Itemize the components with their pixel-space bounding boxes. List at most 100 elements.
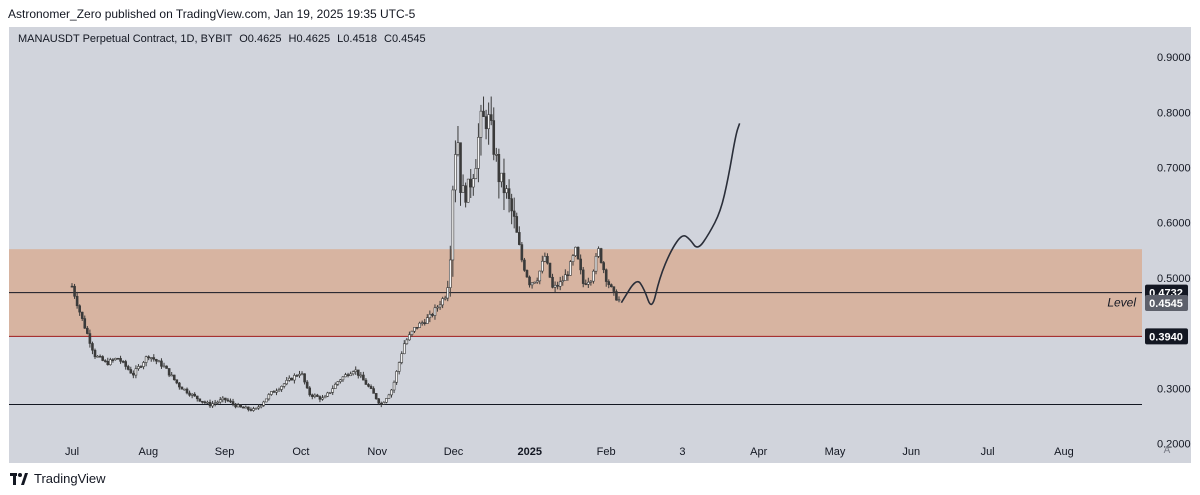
symbol-info: MANAUSDT Perpetual Contract, 1D, BYBIT O… — [18, 33, 426, 45]
candle-body-167 — [497, 154, 501, 183]
candle-body-101 — [328, 391, 332, 394]
ohlc-close: C0.4545 — [384, 33, 426, 45]
candle-body-74 — [259, 405, 263, 408]
candle-body-43 — [180, 386, 184, 390]
candle-body-170 — [505, 188, 508, 194]
candle-body-83 — [282, 383, 286, 387]
candle-body-28 — [142, 362, 145, 367]
candle-body-107 — [344, 374, 347, 378]
candle-body-39 — [170, 374, 173, 377]
candle-body-88 — [295, 375, 299, 377]
candle-body-105 — [339, 379, 342, 382]
candle-body-46 — [188, 392, 191, 396]
candle-body-91 — [303, 373, 306, 383]
candle-body-44 — [183, 388, 186, 391]
candle-body-25 — [134, 368, 138, 376]
candle-body-2 — [75, 295, 79, 307]
candle-body-161 — [482, 110, 485, 117]
candle-body-7 — [88, 333, 92, 344]
candle-body-141 — [431, 314, 434, 316]
x-tick-label-7: Feb — [597, 446, 616, 458]
candle-body-159 — [477, 137, 480, 169]
candle-body-193 — [564, 274, 567, 281]
x-tick-label-9: Apr — [750, 446, 767, 458]
candle-body-147 — [446, 287, 450, 299]
candle-body-60 — [224, 397, 227, 401]
candle-body-93 — [308, 387, 312, 396]
candle-body-13 — [103, 360, 107, 362]
candle-body-54 — [208, 401, 212, 407]
price-tag-1 — [1145, 294, 1188, 311]
candle-body-34 — [157, 360, 161, 363]
candle-body-155 — [466, 178, 470, 203]
candle-body-150 — [454, 154, 457, 191]
price-tag-label-1: 0.4545 — [1149, 298, 1183, 310]
candle-body-180 — [530, 282, 534, 286]
candle-body-18 — [116, 357, 120, 360]
candle-body-27 — [139, 366, 143, 368]
candle-body-117 — [369, 386, 373, 389]
candle-body-100 — [326, 392, 329, 397]
candle-body-131 — [405, 339, 409, 345]
x-tick-label-13: Aug — [1054, 446, 1074, 458]
candle-body-115 — [364, 379, 368, 385]
y-tick-label-6: 0.2000 — [1157, 438, 1191, 450]
zone-label: Level — [1107, 296, 1136, 310]
candle-body-125 — [390, 389, 393, 396]
chart-frame[interactable]: Level 0.9000 0.8000 0.7000 0.6000 0.5000 0.300… — [9, 27, 1191, 463]
publish-caption: Astronomer_Zero published on TradingView… — [8, 7, 416, 21]
candle-body-162 — [484, 116, 488, 130]
candle-body-52 — [203, 401, 207, 404]
candle-body-32 — [152, 357, 156, 360]
candle-body-55 — [211, 403, 214, 407]
candle-body-201 — [584, 283, 588, 285]
auto-scale-button[interactable]: A — [1163, 445, 1171, 456]
candle-body-49 — [195, 395, 199, 400]
candle-body-99 — [323, 395, 327, 399]
candle-body-108 — [346, 374, 350, 377]
candle-body-29 — [144, 356, 148, 363]
candle-body-76 — [264, 398, 268, 403]
candle-body-82 — [280, 386, 283, 390]
candle-body-188 — [551, 276, 554, 288]
x-tick-label-2: Sep — [215, 446, 235, 458]
candle-body-128 — [397, 362, 401, 372]
candle-body-31 — [149, 357, 153, 359]
candle-body-163 — [487, 114, 490, 130]
candle-body-209 — [604, 269, 608, 282]
candle-body-203 — [589, 280, 593, 283]
candle-body-194 — [566, 274, 570, 277]
candle-body-67 — [241, 406, 245, 409]
tradingview-logo-icon — [10, 472, 28, 485]
tradingview-logo: TradingView — [10, 471, 106, 486]
candle-body-30 — [147, 356, 150, 359]
candle-body-42 — [178, 382, 181, 388]
candle-body-186 — [546, 256, 549, 264]
candle-body-15 — [109, 359, 112, 366]
candle-body-211 — [610, 284, 613, 288]
candle-body-160 — [479, 110, 483, 138]
candle-body-164 — [489, 114, 493, 121]
candle-body-192 — [561, 280, 565, 283]
candle-body-85 — [287, 377, 291, 381]
candle-body-157 — [471, 178, 475, 188]
candle-body-8 — [91, 343, 94, 351]
candle-body-57 — [216, 401, 219, 404]
candle-body-119 — [374, 393, 378, 400]
x-tick-label-6: 2025 — [518, 446, 542, 458]
price-chart[interactable]: Level 0.9000 0.8000 0.7000 0.6000 0.5000 0.300… — [9, 27, 1191, 463]
candle-body-136 — [418, 322, 421, 328]
candle-body-37 — [165, 365, 168, 369]
candle-body-98 — [321, 397, 324, 400]
candle-body-210 — [607, 281, 611, 285]
candle-body-113 — [359, 374, 363, 377]
ohlc-high: H0.4625 — [288, 33, 331, 45]
candle-body-176 — [520, 244, 524, 261]
candle-body-134 — [413, 327, 416, 332]
ohlc-low: L0.4518 — [337, 33, 377, 45]
candle-body-213 — [615, 291, 618, 301]
candle-body-139 — [425, 317, 429, 324]
x-tick-label-3: Oct — [292, 446, 309, 458]
candle-body-195 — [569, 261, 572, 276]
candle-body-80 — [275, 390, 278, 393]
